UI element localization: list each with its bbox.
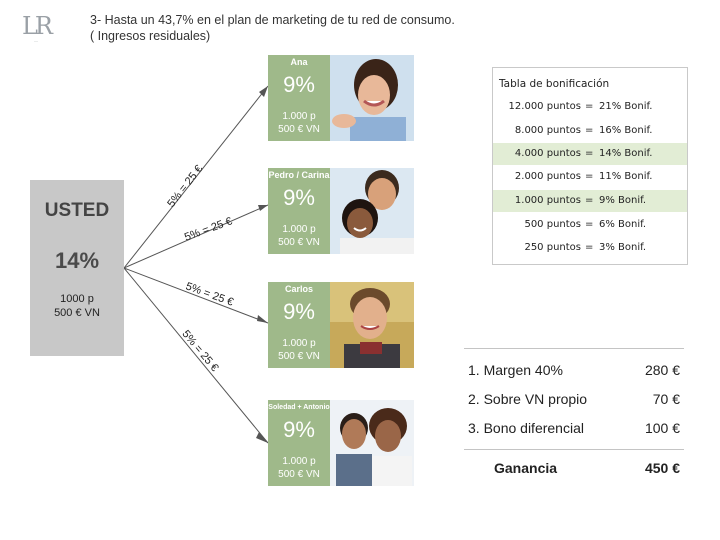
bonus-points: 2.000 puntos: [514, 171, 581, 182]
earnings-top-divider: [464, 348, 684, 349]
member-volume: 500 € VN: [278, 237, 320, 248]
member-points: 1.000 p: [282, 456, 316, 467]
member-volume: 500 € VN: [278, 124, 320, 135]
bonus-row: 8.000 puntos = 16% Bonif.: [493, 120, 687, 142]
bonus-eq: =: [585, 125, 594, 136]
member-photo-soledad-antonio: [330, 400, 414, 486]
member-info-panel: Pedro / Carina 9% 1.000 p 500 € VN: [268, 168, 330, 254]
member-volume: 500 € VN: [278, 351, 320, 362]
member-points: 1.000 p: [282, 111, 316, 122]
bonus-value: 21% Bonif.: [599, 101, 653, 112]
member-info-panel: Ana 9% 1.000 p 500 € VN: [268, 55, 330, 141]
bonus-points: 250 puntos: [524, 242, 581, 253]
bonus-value: 6% Bonif.: [599, 219, 647, 230]
edge-label-carlos: 5% = 25 €: [183, 280, 235, 309]
usted-name: USTED: [44, 200, 110, 221]
arrowhead-pedro-carina: [258, 205, 268, 211]
usted-points-block: 1000 p 500 € VN: [30, 292, 124, 320]
member-percent: 9%: [283, 185, 315, 210]
bonus-points: 4.000 puntos: [514, 148, 581, 159]
bonus-value: 16% Bonif.: [599, 125, 653, 136]
member-points: 1.000 p: [282, 338, 316, 349]
earnings-label: 1. Margen 40%: [468, 362, 563, 378]
earnings-total-label: Ganancia: [494, 460, 558, 476]
usted-points: 1000 p: [60, 293, 94, 305]
member-volume: 500 € VN: [278, 469, 320, 480]
edge-label-pedro-carina: 5% = 25 €: [182, 215, 234, 244]
edge-label-ana: 5% = 25 €: [165, 163, 206, 210]
bonus-row: 250 puntos = 3% Bonif.: [493, 237, 687, 259]
member-points: 1.000 p: [282, 224, 316, 235]
bonus-value: 9% Bonif.: [599, 195, 647, 206]
member-info-panel: Soledad + Antonio 9% 1.000 p 500 € VN: [268, 400, 330, 486]
member-percent: 9%: [283, 299, 315, 324]
bonus-table: Tabla de bonificación 12.000 puntos = 21…: [492, 67, 688, 265]
bonus-points: 12.000 puntos: [508, 101, 581, 112]
member-photo-ana: [330, 55, 414, 141]
usted-volume: 500 € VN: [54, 307, 100, 319]
member-name: Pedro / Carina: [268, 170, 330, 180]
usted-percent: 14%: [54, 248, 100, 273]
member-name: Carlos: [284, 284, 313, 294]
member-percent: 9%: [283, 417, 315, 442]
bonus-table-title: Tabla de bonificación: [499, 78, 610, 90]
bonus-points: 8.000 puntos: [514, 125, 581, 136]
bonus-eq: =: [585, 219, 594, 230]
member-points-block: 1.000 p 500 € VN: [268, 223, 330, 249]
usted-box: USTED 14% 1000 p 500 € VN: [30, 180, 124, 356]
bonus-row: 2.000 puntos = 11% Bonif.: [493, 166, 687, 188]
member-card-pedro-carina: Pedro / Carina 9% 1.000 p 500 € VN: [268, 168, 414, 254]
edge-label-soledad-antonio: 5% = 25 €: [179, 328, 221, 375]
page-title: 3- Hasta un 43,7% en el plan de marketin…: [90, 12, 455, 44]
bonus-row-highlighted: 1.000 puntos = 9% Bonif.: [493, 190, 687, 212]
bonus-eq: =: [585, 148, 594, 159]
earnings-label: 3. Bono diferencial: [468, 420, 584, 436]
member-points-block: 1.000 p 500 € VN: [268, 337, 330, 363]
member-card-carlos: Carlos 9% 1.000 p 500 € VN: [268, 282, 414, 368]
bonus-eq: =: [585, 242, 594, 253]
bonus-value: 3% Bonif.: [599, 242, 647, 253]
member-photo-pedro-carina: [330, 168, 414, 254]
arrowhead-soledad-antonio: [256, 432, 268, 443]
earnings-value: 280 €: [644, 362, 680, 378]
bonus-value: 11% Bonif.: [599, 171, 653, 182]
bonus-points: 500 puntos: [524, 219, 581, 230]
bonus-eq: =: [585, 101, 594, 112]
bonus-points: 1.000 puntos: [514, 195, 581, 206]
title-line-1: 3- Hasta un 43,7% en el plan de marketin…: [90, 13, 455, 27]
member-info-panel: Carlos 9% 1.000 p 500 € VN: [268, 282, 330, 368]
title-line-2: ( Ingresos residuales): [90, 29, 211, 43]
member-points-block: 1.000 p 500 € VN: [268, 110, 330, 136]
bonus-row: 500 puntos = 6% Bonif.: [493, 214, 687, 236]
member-card-ana: Ana 9% 1.000 p 500 € VN: [268, 55, 414, 141]
arrowhead-ana: [259, 86, 268, 97]
earnings-value: 70 €: [652, 391, 680, 407]
earnings-value: 100 €: [644, 420, 680, 436]
earnings-total-value: 450 €: [644, 460, 680, 476]
logo-tagline-mark: —: [34, 38, 38, 43]
arrowhead-carlos: [257, 315, 268, 323]
bonus-eq: =: [585, 171, 594, 182]
member-points-block: 1.000 p 500 € VN: [268, 455, 330, 481]
member-name: Soledad + Antonio: [268, 404, 330, 411]
bonus-row: 12.000 puntos = 21% Bonif.: [493, 96, 687, 118]
member-name: Ana: [290, 57, 308, 67]
earnings-label: 2. Sobre VN propio: [468, 391, 588, 407]
logo-mark: LR: [21, 12, 53, 40]
bonus-value: 14% Bonif.: [599, 148, 653, 159]
member-card-soledad-antonio: Soledad + Antonio 9% 1.000 p 500 € VN: [268, 400, 414, 486]
bonus-eq: =: [585, 195, 594, 206]
member-percent: 9%: [283, 72, 315, 97]
bonus-row-highlighted: 4.000 puntos = 14% Bonif.: [493, 143, 687, 165]
earnings-total-divider: [464, 449, 684, 450]
member-photo-carlos: [330, 282, 414, 368]
lr-logo: LR —: [14, 14, 58, 54]
